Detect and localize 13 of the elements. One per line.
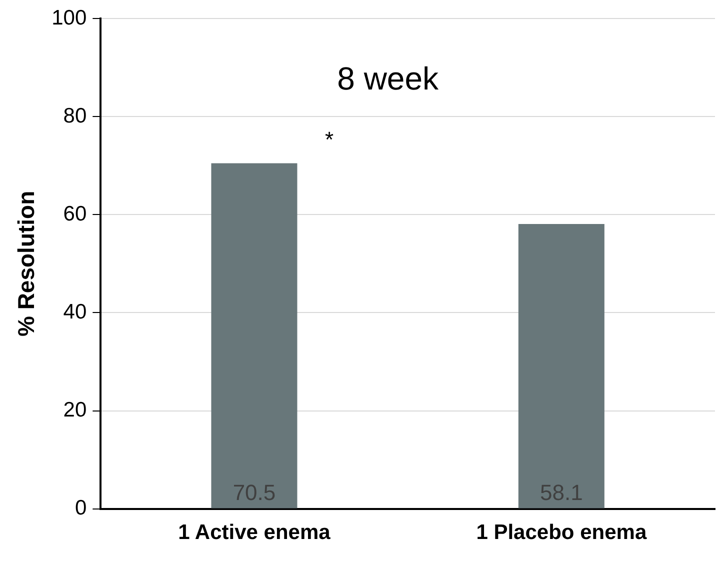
y-tick-label: 60: [63, 202, 87, 226]
text: 8 week: [337, 60, 440, 96]
x-tick-label: 1 Placebo enema: [476, 521, 647, 544]
y-tick-label: 0: [74, 496, 87, 520]
y-axis-title: % Resolution: [13, 190, 40, 337]
data-label: 58.1: [540, 480, 583, 505]
data-label: 70.5: [232, 480, 276, 505]
annotation: *: [324, 127, 334, 152]
y-tick-label: 100: [52, 6, 87, 30]
y-tick-label: 80: [63, 104, 87, 128]
y-tick-label: 20: [63, 398, 87, 422]
y-tick-label: 40: [63, 300, 87, 324]
x-tick-label: 1 Active enema: [178, 521, 331, 544]
